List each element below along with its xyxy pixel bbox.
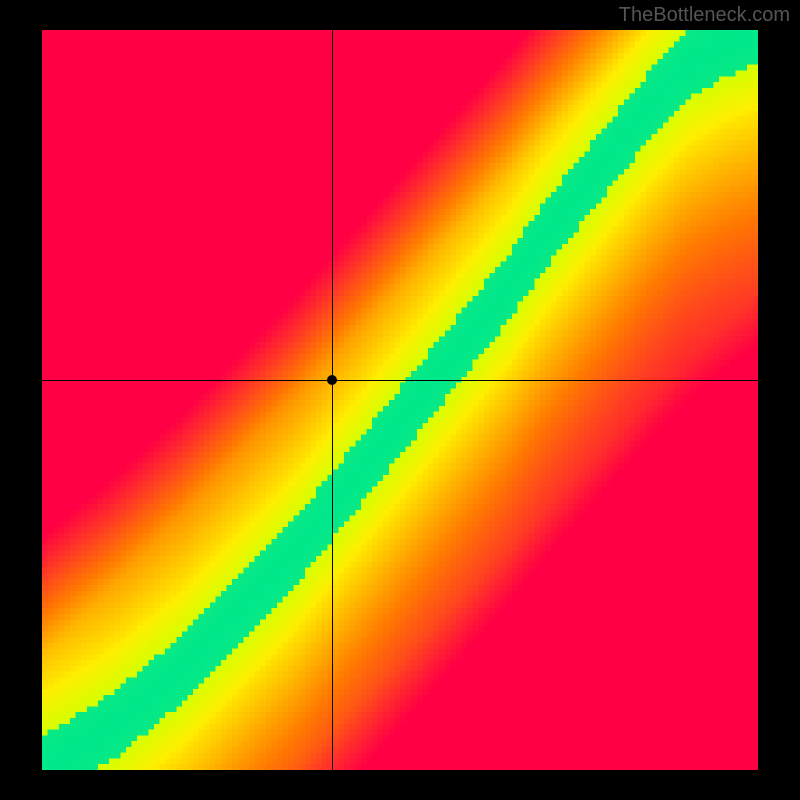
watermark-text: TheBottleneck.com: [619, 4, 790, 27]
heatmap-canvas: [42, 30, 758, 770]
marker-point: [327, 375, 337, 385]
chart-container: TheBottleneck.com: [0, 0, 800, 800]
plot-area: [42, 30, 758, 770]
crosshair-vertical: [332, 30, 333, 770]
crosshair-horizontal: [42, 380, 758, 381]
